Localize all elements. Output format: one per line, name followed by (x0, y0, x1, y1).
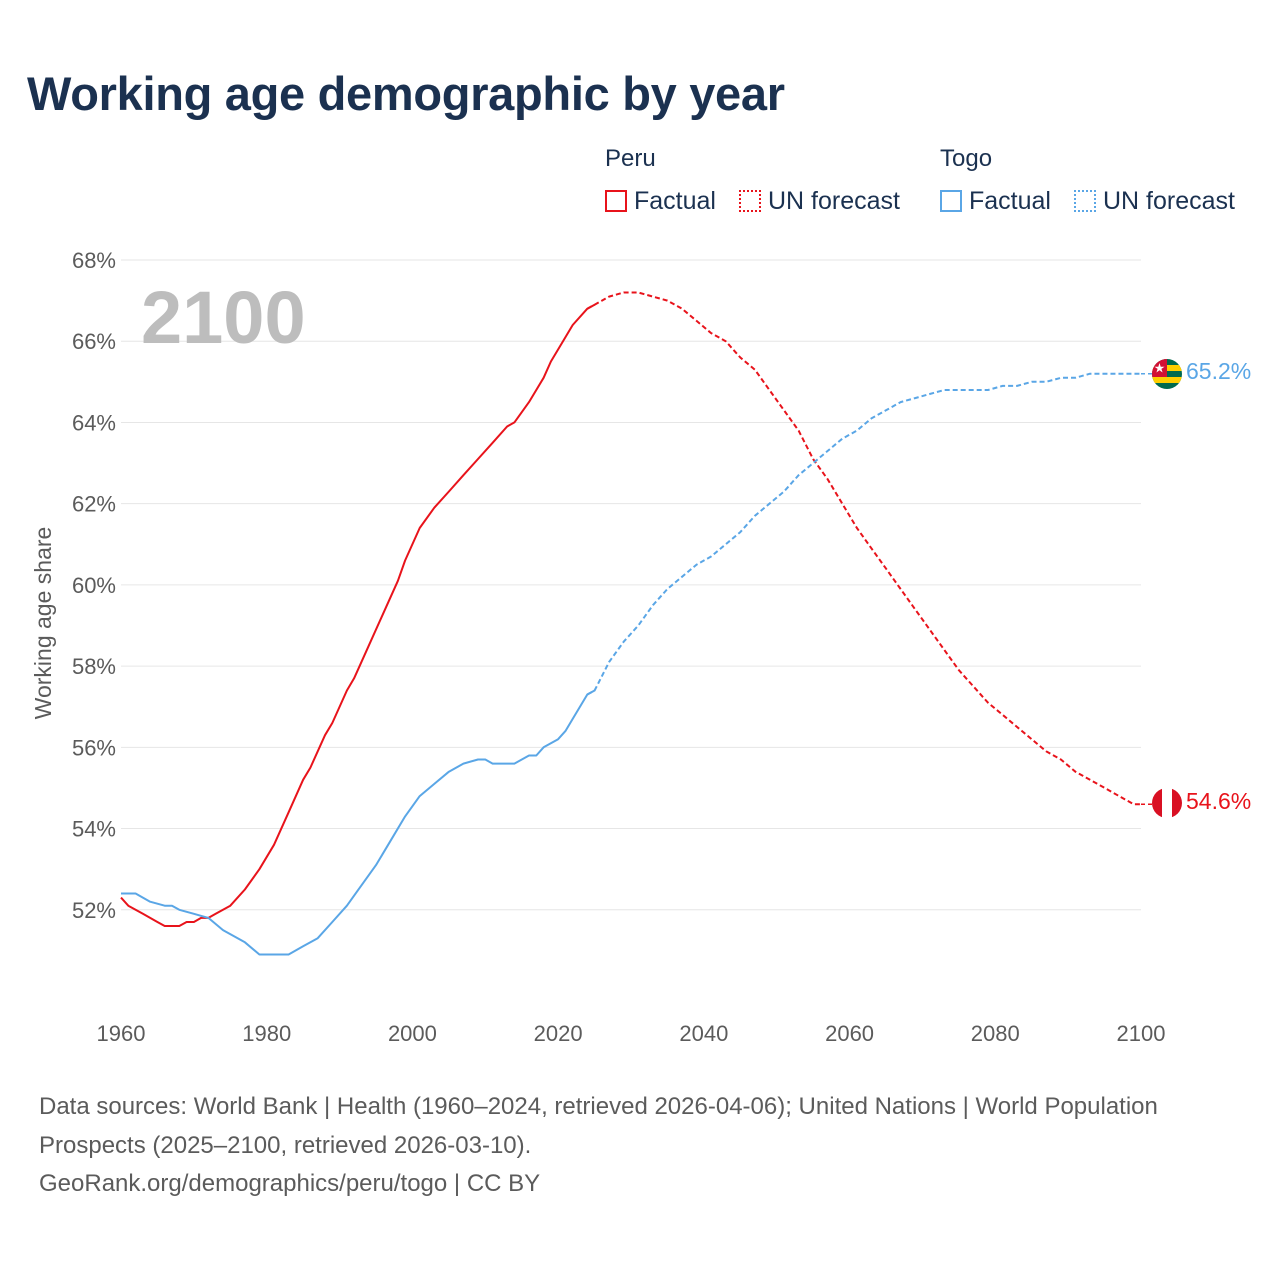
y-tick-label: 68% (72, 248, 116, 273)
legend-swatch-peru-forecast (739, 190, 761, 212)
series-line-togo-factual[interactable] (121, 689, 596, 956)
data-sources-text: Data sources: World Bank | Health (1960–… (39, 1093, 1158, 1159)
end-label-peru: 54.6% (1186, 788, 1251, 814)
y-tick-label: 64% (72, 410, 116, 435)
y-tick-label: 54% (72, 817, 116, 842)
x-tick-label: 2080 (971, 1021, 1020, 1046)
x-tick-label: 2060 (825, 1021, 874, 1046)
x-tick-label: 2100 (1117, 1021, 1166, 1046)
legend-label: UN forecast (1103, 186, 1235, 215)
legend-group-peru: Peru (605, 145, 656, 172)
chart-title: Working age demographic by year (27, 67, 785, 120)
togo-flag-icon (1152, 359, 1182, 389)
legend-swatch-togo-forecast (1074, 190, 1096, 212)
legend-togo-forecast[interactable]: UN forecast (1074, 186, 1235, 216)
credit-link[interactable]: GeoRank.org/demographics/peru/togo | CC … (39, 1170, 541, 1197)
year-watermark: 2100 (141, 276, 306, 359)
legend-peru-factual[interactable]: Factual (605, 186, 716, 216)
peru-flag-icon (1152, 788, 1182, 818)
legend-swatch-togo-factual (940, 190, 962, 212)
legend-label: Factual (969, 186, 1051, 215)
y-tick-label: 52% (72, 898, 116, 923)
line-chart: 52% 54% 56% 58% 60% 62% 64% 66% 68% 1960 1980 2000… (30, 248, 1251, 1046)
legend-togo-factual[interactable]: Factual (940, 186, 1051, 216)
x-tick-label: 1980 (242, 1021, 291, 1046)
end-label-togo: 65.2% (1186, 358, 1251, 384)
y-tick-label: 58% (72, 654, 116, 679)
footer: Data sources: World Bank | Health (1960–… (39, 1088, 1239, 1204)
x-tick-label: 2020 (534, 1021, 583, 1046)
legend-label: UN forecast (768, 186, 900, 215)
x-tick-label: 1960 (97, 1021, 146, 1046)
y-tick-label: 60% (72, 573, 116, 598)
series-line-togo-forecast[interactable] (586, 372, 1141, 696)
x-tick-label: 2040 (679, 1021, 728, 1046)
y-axis-label: Working age share (30, 527, 56, 720)
series-line-peru-forecast[interactable] (586, 291, 1141, 806)
legend-peru-forecast[interactable]: UN forecast (739, 186, 900, 216)
legend-group-togo: Togo (940, 145, 993, 172)
series-line-peru-factual[interactable] (120, 303, 596, 927)
y-tick-label: 66% (72, 329, 116, 354)
x-tick-label: 2000 (388, 1021, 437, 1046)
legend-swatch-peru-factual (605, 190, 627, 212)
y-tick-label: 62% (72, 492, 116, 517)
y-tick-label: 56% (72, 735, 116, 760)
legend-label: Factual (634, 186, 716, 215)
